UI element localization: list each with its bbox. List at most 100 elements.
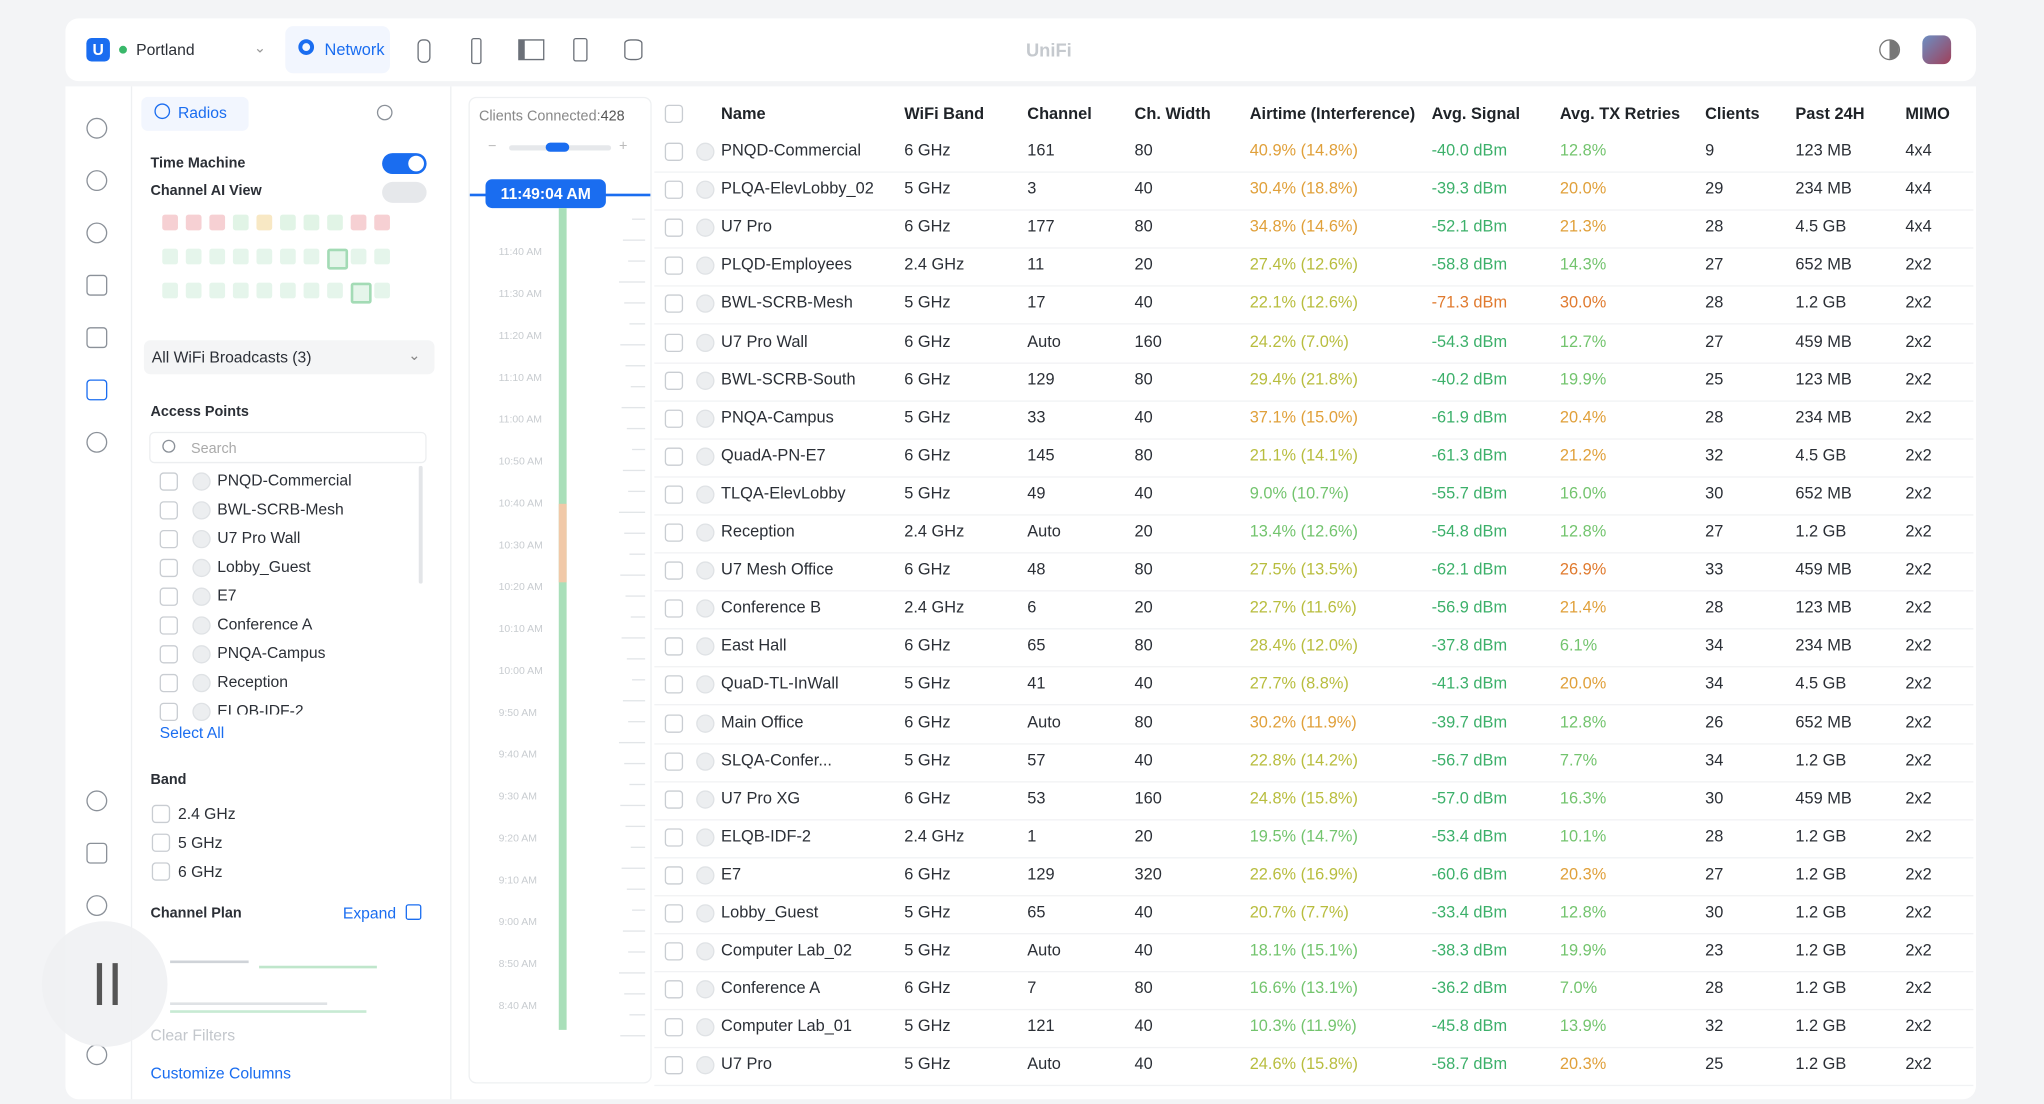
nav-icon[interactable] [86, 327, 108, 349]
link[interactable]: Select All [159, 723, 225, 742]
nav-icon[interactable] [86, 117, 108, 139]
checkbox[interactable] [664, 675, 684, 695]
ap-name[interactable]: U7 Pro [721, 217, 772, 236]
checkbox[interactable] [159, 529, 178, 549]
ap-item[interactable]: U7 Pro Wall [217, 528, 301, 547]
checkbox[interactable] [664, 256, 684, 276]
ap-name[interactable]: ELQB-IDF-2 [721, 826, 812, 846]
nav-icon[interactable] [86, 379, 108, 401]
ap-name[interactable]: PLQD-Employees [721, 255, 852, 274]
tab-icon[interactable] [376, 104, 393, 121]
column-header[interactable]: Ch. Width [1134, 104, 1211, 124]
ap-item[interactable]: Lobby_Guest [217, 557, 311, 576]
device-icon[interactable] [417, 39, 431, 63]
logo[interactable]: U [86, 37, 110, 62]
ap-name[interactable]: PNQA-Campus [721, 407, 834, 427]
ap-name[interactable]: QuaD-TL-InWall [721, 674, 839, 693]
nav-icon[interactable] [86, 222, 108, 244]
tab[interactable]: Radios [177, 103, 227, 122]
checkbox[interactable] [664, 789, 684, 809]
device-icon[interactable] [573, 37, 588, 62]
checkbox[interactable] [664, 904, 684, 923]
ap-name[interactable]: E7 [721, 864, 742, 884]
checkbox[interactable] [664, 333, 684, 352]
band-option[interactable]: 5 GHz [177, 833, 223, 852]
checkbox[interactable] [159, 587, 178, 606]
checkbox[interactable] [664, 523, 684, 542]
nav-icon[interactable] [86, 842, 108, 864]
column-header[interactable]: Past 24H [1795, 104, 1865, 124]
checkbox[interactable] [664, 828, 684, 847]
nav-icon[interactable] [86, 431, 108, 453]
checkbox[interactable] [664, 485, 684, 504]
checkbox[interactable] [159, 472, 178, 491]
ap-name[interactable]: Computer Lab_01 [721, 1017, 853, 1036]
link[interactable]: Customize Columns [150, 1063, 291, 1083]
link[interactable]: Clear Filters [150, 1025, 236, 1045]
ap-name[interactable]: East Hall [721, 636, 787, 655]
column-header[interactable]: Avg. Signal [1431, 104, 1521, 124]
checkbox[interactable] [664, 637, 684, 656]
band-option[interactable]: 6 GHz [177, 862, 223, 881]
pause-button[interactable] [41, 921, 168, 1047]
checkbox[interactable] [664, 294, 684, 314]
link[interactable]: Expand [342, 904, 397, 923]
nav-icon[interactable] [86, 1044, 108, 1066]
ap-name[interactable]: U7 Mesh Office [721, 560, 834, 579]
nav-icon[interactable] [86, 790, 108, 812]
ap-name[interactable]: SLQA-Confer... [721, 750, 832, 769]
checkbox[interactable] [159, 616, 178, 635]
checkbox[interactable] [664, 180, 684, 200]
checkbox[interactable] [664, 866, 684, 885]
column-header[interactable]: WiFi Band [904, 104, 985, 124]
checkbox[interactable] [664, 751, 684, 771]
ap-item[interactable]: ELQB-IDF-2 [217, 701, 304, 715]
checkbox[interactable] [664, 218, 684, 238]
checkbox[interactable] [664, 599, 684, 618]
checkbox[interactable] [664, 1056, 684, 1075]
checkbox[interactable] [664, 409, 684, 428]
zoom-out[interactable]: − [488, 138, 497, 155]
checkbox[interactable] [159, 673, 178, 693]
checkbox[interactable] [151, 833, 171, 852]
storage-icon[interactable] [624, 39, 643, 61]
site-selector[interactable]: Portland [136, 40, 195, 59]
ap-name[interactable]: TLQA-ElevLobby [721, 484, 846, 503]
ap-item[interactable]: Reception [217, 672, 288, 691]
column-header[interactable]: MIMO [1905, 104, 1950, 124]
ap-name[interactable]: BWL-SCRB-Mesh [721, 293, 853, 312]
ap-name[interactable]: U7 Pro XG [721, 788, 801, 807]
search-box[interactable] [149, 431, 427, 464]
checkbox[interactable] [159, 702, 178, 722]
ap-name[interactable]: PNQD-Commercial [721, 141, 861, 160]
ap-item[interactable]: E7 [217, 586, 237, 605]
checkbox[interactable] [664, 447, 684, 466]
ap-item[interactable]: PNQA-Campus [217, 643, 326, 663]
ap-name[interactable]: Lobby_Guest [721, 902, 819, 922]
theme-toggle[interactable] [1879, 39, 1901, 61]
ap-name[interactable]: BWL-SCRB-South [721, 369, 856, 389]
checkbox[interactable] [664, 1018, 684, 1037]
ap-name[interactable]: U7 Pro Wall [721, 331, 808, 351]
column-header[interactable]: Channel [1027, 104, 1092, 124]
checkbox[interactable] [151, 804, 171, 824]
ap-name[interactable]: Conference B [721, 598, 822, 617]
checkbox[interactable] [159, 558, 178, 578]
checkbox[interactable] [159, 501, 178, 520]
ap-name[interactable]: Reception [721, 522, 795, 541]
checkbox[interactable] [664, 561, 684, 580]
ap-name[interactable]: U7 Pro [721, 1055, 772, 1074]
avatar[interactable] [1922, 35, 1952, 65]
nav-icon[interactable] [86, 170, 108, 192]
toggle-off[interactable] [382, 181, 427, 203]
device-icon[interactable] [471, 37, 482, 65]
ap-item[interactable]: Conference A [217, 615, 313, 634]
ap-name[interactable]: Main Office [721, 712, 804, 731]
column-header[interactable]: Name [721, 104, 766, 124]
ap-name[interactable]: QuadA-PN-E7 [721, 445, 826, 465]
ap-name[interactable]: PLQA-ElevLobby_02 [721, 179, 874, 198]
checkbox[interactable] [664, 142, 684, 161]
checkbox[interactable] [664, 942, 684, 961]
nav-icon[interactable] [86, 274, 108, 296]
ap-name[interactable]: Conference A [721, 979, 821, 998]
